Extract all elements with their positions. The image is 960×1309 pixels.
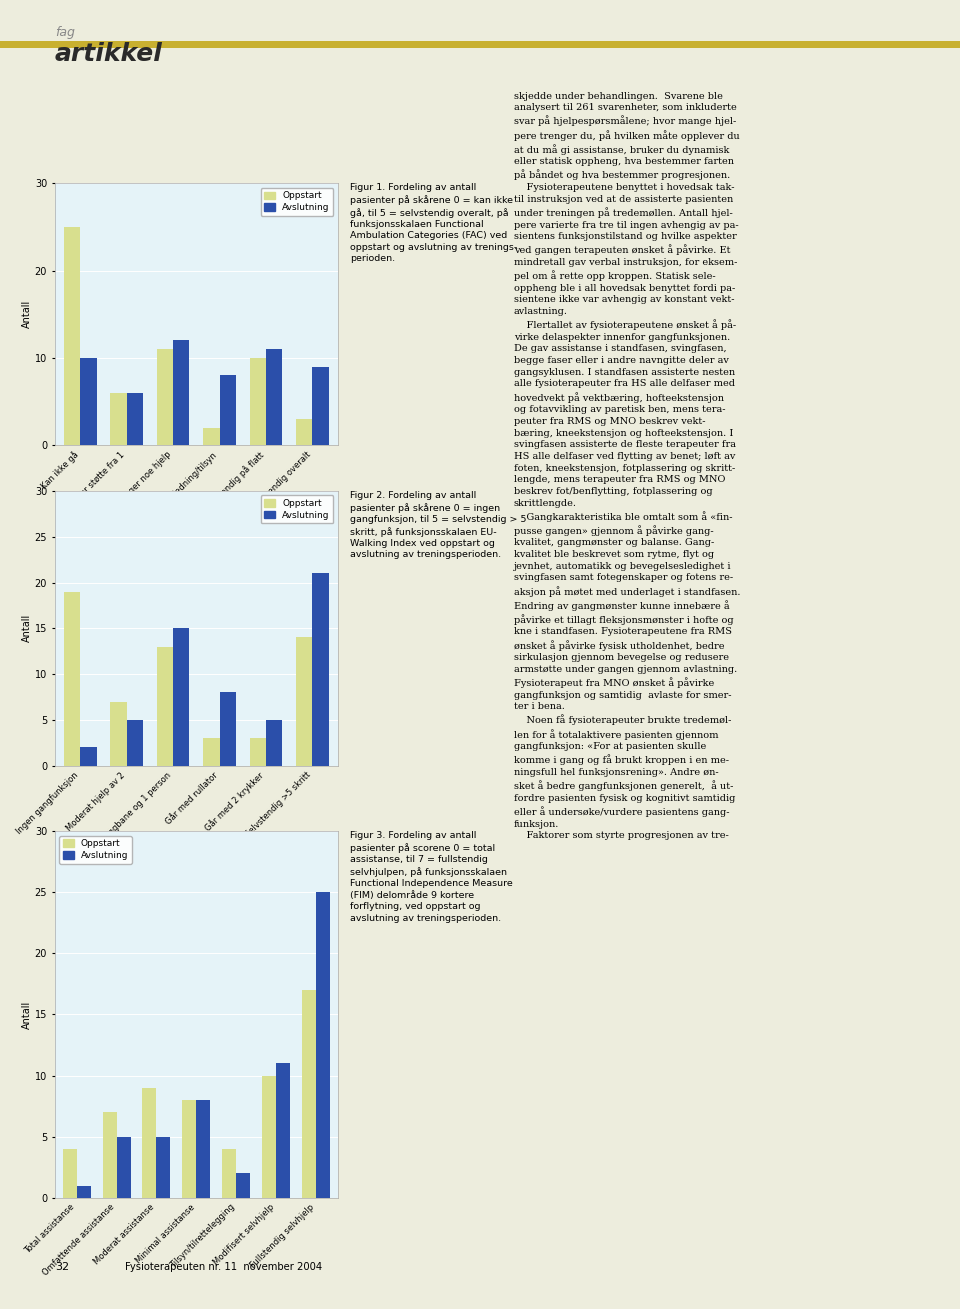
Bar [156,350,173,445]
Text: artikkel: artikkel [55,42,162,65]
Bar [81,357,97,445]
Text: Figur 1. Fordeling av antall
pasienter på skårene 0 = kan ikke
gå, til 5 = selvs: Figur 1. Fordeling av antall pasienter p… [350,183,517,263]
Bar [250,357,266,445]
Bar [220,376,236,445]
Y-axis label: Antall: Antall [22,614,32,643]
Bar [316,893,330,1198]
Bar [262,1076,276,1198]
Bar [64,592,81,766]
Bar [173,340,189,445]
Bar [302,990,316,1198]
Text: 32: 32 [55,1262,69,1272]
Text: Fysioterapeuten nr. 11  november 2004: Fysioterapeuten nr. 11 november 2004 [125,1262,322,1272]
Y-axis label: Antall: Antall [22,1000,32,1029]
Bar [81,747,97,766]
Bar [220,692,236,766]
Bar [296,419,312,445]
Bar [223,1149,236,1198]
Bar [127,393,143,445]
Bar [142,1088,156,1198]
Text: Figur 3. Fordeling av antall
pasienter på scorene 0 = total
assistanse, til 7 = : Figur 3. Fordeling av antall pasienter p… [350,831,514,923]
Bar [77,1186,90,1198]
Bar [64,226,81,445]
Bar [110,702,127,766]
Legend: Oppstart, Avslutning: Oppstart, Avslutning [260,187,333,216]
Text: skjedde under behandlingen.  Svarene ble
analysert til 261 svarenheter, som inkl: skjedde under behandlingen. Svarene ble … [514,92,740,840]
Legend: Oppstart, Avslutning: Oppstart, Avslutning [260,495,333,524]
Bar [266,350,282,445]
Bar [62,1149,77,1198]
Bar [250,738,266,766]
Bar [266,720,282,766]
Bar [127,720,143,766]
Bar [182,1100,196,1198]
Bar [196,1100,210,1198]
Text: Figur 2. Fordeling av antall
pasienter på skårene 0 = ingen
gangfunksjon, til 5 : Figur 2. Fordeling av antall pasienter p… [350,491,527,559]
Bar [236,1173,251,1198]
Bar [204,738,220,766]
Legend: Oppstart, Avslutning: Oppstart, Avslutning [60,835,132,864]
Bar [110,393,127,445]
Text: fag: fag [55,26,75,39]
Bar [156,647,173,766]
Bar [173,628,189,766]
Bar [312,367,328,445]
Bar [103,1113,116,1198]
Bar [204,428,220,445]
Bar [312,573,328,766]
Bar [276,1063,290,1198]
Bar [296,637,312,766]
Bar [116,1136,131,1198]
Y-axis label: Antall: Antall [22,300,32,329]
Bar [156,1136,170,1198]
